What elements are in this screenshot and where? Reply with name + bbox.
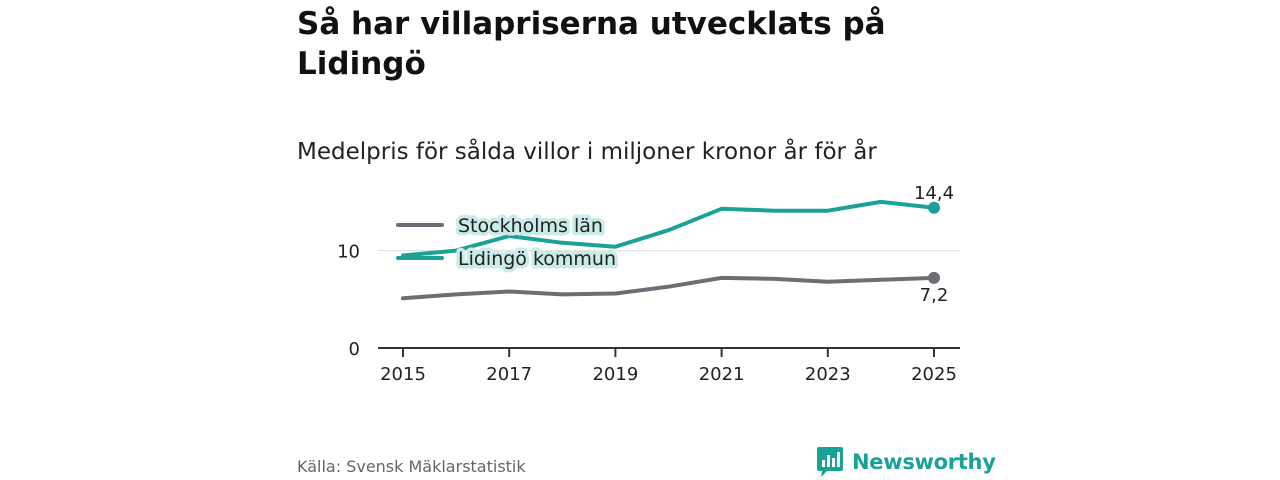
series-line-1	[401, 199, 936, 258]
chart-subtitle: Medelpris för sålda villor i miljoner kr…	[297, 139, 877, 165]
y-tick-label: 10	[337, 242, 360, 263]
series-line-0	[401, 275, 936, 301]
x-tick-label: 2017	[486, 364, 532, 385]
x-tick-label: 2015	[380, 364, 426, 385]
brand-logo: Newsworthy	[816, 446, 996, 478]
end-label: 14,4	[914, 183, 954, 204]
x-tick-label: 2019	[592, 364, 638, 385]
line-chart: 0 10 2015 2017 2019 2021 2023 2025 Stockholms lä…	[337, 183, 960, 385]
x-tick-label: 2021	[699, 364, 745, 385]
end-label: 7,2	[920, 285, 949, 306]
y-tick-label: 0	[349, 339, 360, 360]
newsworthy-logo-icon	[817, 447, 843, 477]
chart-title: Så har villapriserna utvecklats på Lidin…	[297, 6, 886, 82]
legend-label: Lidingö kommun	[458, 248, 616, 270]
brand-name: Newsworthy	[852, 450, 996, 474]
endpoint-marker	[928, 201, 940, 214]
x-tick-label: 2023	[805, 364, 851, 385]
source-note: Källa: Svensk Mäklarstatistik	[297, 457, 526, 476]
x-tick-label: 2025	[911, 364, 957, 385]
endpoint-marker	[928, 271, 940, 284]
legend-label: Stockholms län	[458, 215, 603, 237]
